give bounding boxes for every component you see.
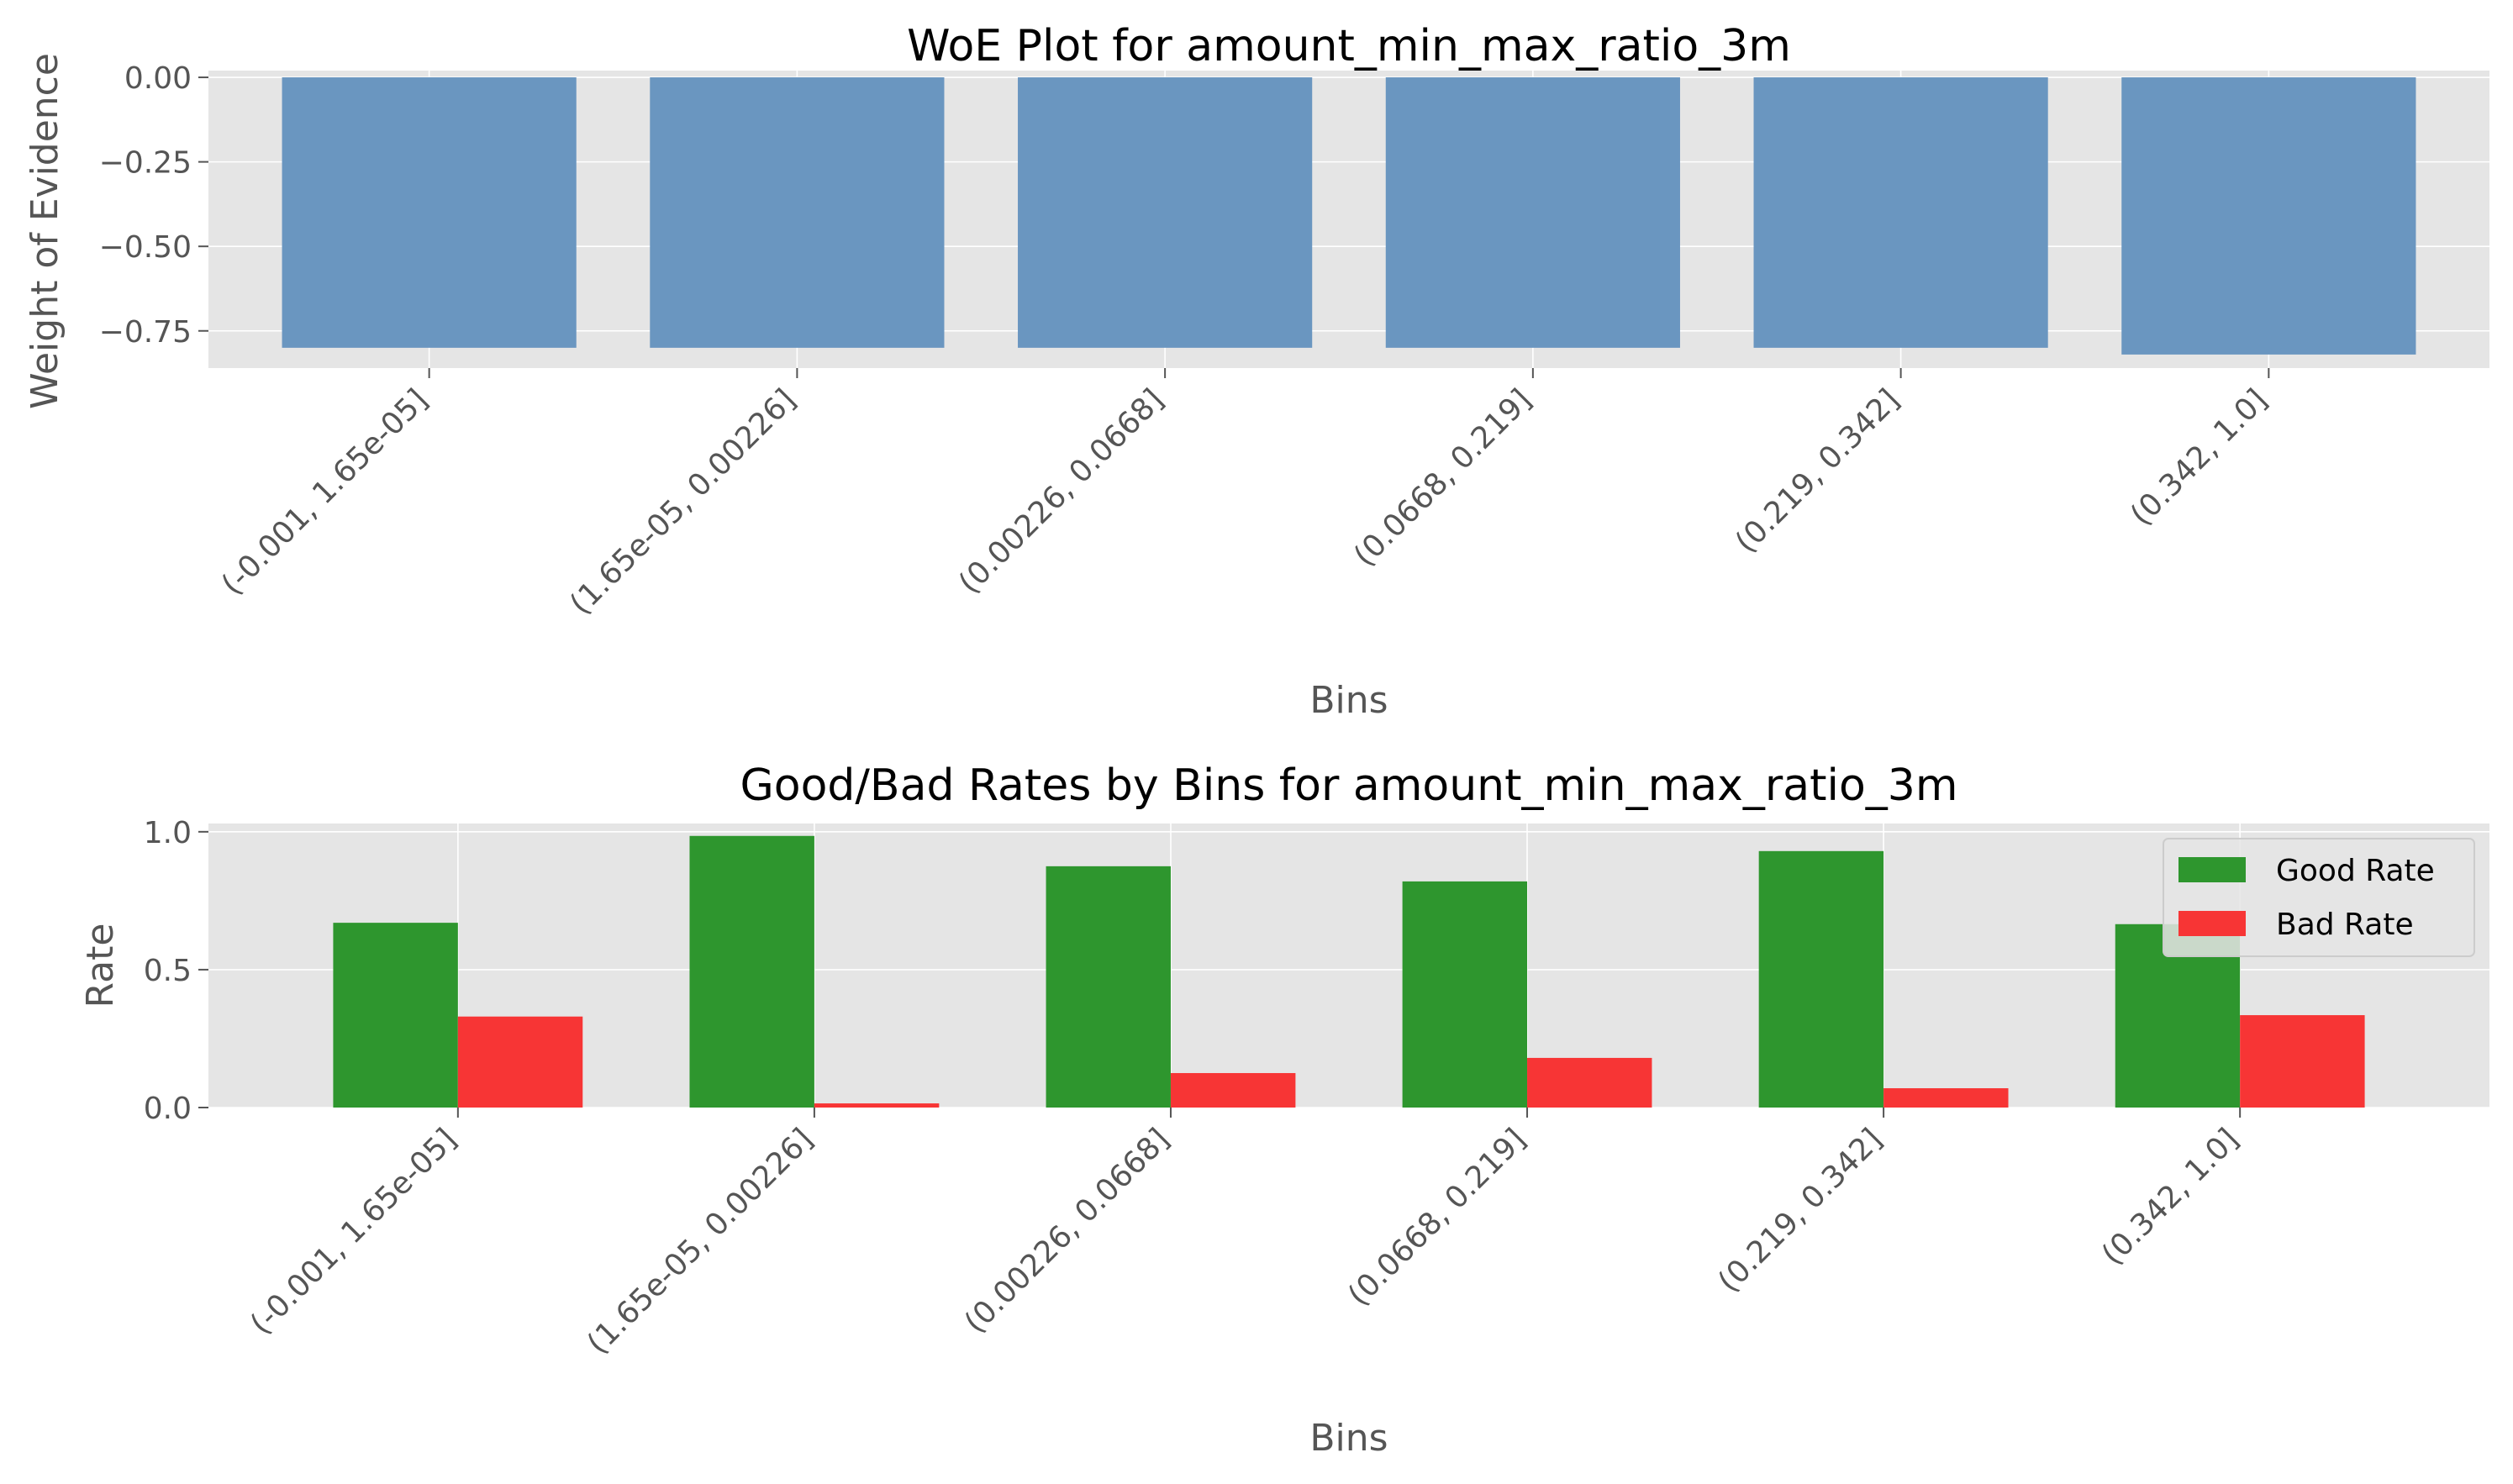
woe-y-ticks: 0.00 −0.25 −0.50 −0.75 [99,61,208,350]
good-rate-bar-0-219-0-342 [1758,850,1884,1108]
woe-plot-area [208,71,2489,368]
woe-x-axis-label: Bins [1309,679,1388,722]
woe-xtick-label: (0.0668, 0.219] [1347,382,1538,573]
woe-ytick-label: −0.50 [99,230,192,265]
woe-y-axis-label: Weight of Evidence [24,53,66,409]
woe-bar-0-0668-0-219 [1385,77,1680,348]
rates-xtick-label: (0.00226, 0.0668] [958,1122,1176,1339]
woe-chart-title: WoE Plot for amount_min_max_ratio_3m [907,21,1791,71]
rates-ytick-label: 0.5 [144,954,192,988]
woe-x-ticks: (-0.001, 1.65e-05] (1.65e-05, 0.00226] (0.… [215,368,2274,622]
rates-y-ticks: 0.0 0.5 1.0 [144,816,208,1126]
rates-plot-area [208,824,2489,1108]
rates-x-ticks: (-0.001, 1.65e-05] (1.65e-05, 0.00226] (0.… [244,1108,2246,1361]
rates-legend: Good Rate Bad Rate [2163,838,2475,957]
woe-ytick-label: −0.25 [99,146,192,181]
bad-rate-bar-0-001-1-65e-05 [457,1016,583,1108]
good-rate-bar-0-001-1-65e-05 [333,923,458,1108]
woe-bars [282,77,2416,355]
woe-xtick-label: (0.00226, 0.0668] [952,382,1170,600]
legend-label-good-rate: Good Rate [2276,854,2435,888]
woe-xtick-label: (-0.001, 1.65e-05] [215,382,435,602]
woe-ytick-label: −0.75 [99,315,192,350]
rates-chart-title: Good/Bad Rates by Bins for amount_min_ma… [740,760,1957,811]
rates-y-axis-label: Rate [79,924,122,1008]
bad-rate-bar-1-65e-05-0-00226 [814,1103,940,1108]
woe-bar-1-65e-05-0-00226 [650,77,945,348]
woe-xtick-label: (1.65e-05, 0.00226] [564,382,803,621]
rates-xtick-label: (-0.001, 1.65e-05] [244,1122,463,1341]
rates-chart: 0.0 0.5 1.0 (-0.001, 1.65e-05] (1.65e-05, 0… [79,760,2489,1460]
woe-bar-0-219-0-342 [1753,77,2048,348]
bad-rate-bar-0-00226-0-0668 [1170,1072,1296,1108]
rates-ytick-label: 0.0 [144,1092,192,1126]
woe-bar-0-001-1-65e-05 [282,77,577,348]
rates-x-axis-label: Bins [1309,1417,1388,1460]
rates-xtick-label: (0.219, 0.342] [1712,1122,1889,1299]
bad-rate-bar-0-219-0-342 [1883,1088,2009,1108]
legend-swatch-bad-rate [2178,911,2246,936]
woe-bar-0-00226-0-0668 [1018,77,1313,348]
good-rate-bar-1-65e-05-0-00226 [689,835,814,1108]
rates-xtick-label: (1.65e-05, 0.00226] [581,1122,819,1360]
legend-label-bad-rate: Bad Rate [2276,908,2414,942]
bad-rate-bar-0-342-1-0 [2240,1015,2365,1108]
good-rate-bar-0-0668-0-219 [1402,881,1528,1108]
woe-chart: 0.00 −0.25 −0.50 −0.75 (-0.001, 1.65e-05] (1… [24,21,2489,722]
rates-ytick-label: 1.0 [144,816,192,850]
woe-ytick-label: 0.00 [124,61,192,96]
legend-swatch-good-rate [2178,857,2246,882]
woe-xtick-label: (0.342, 1.0] [2124,382,2273,532]
rates-xtick-label: (0.342, 1.0] [2095,1122,2245,1271]
bad-rate-bar-0-0668-0-219 [1527,1057,1652,1108]
woe-xtick-label: (0.219, 0.342] [1729,382,1906,560]
woe-bar-0-342-1-0 [2121,77,2416,355]
rates-xtick-label: (0.0668, 0.219] [1341,1122,1532,1313]
good-rate-bar-0-00226-0-0668 [1046,866,1171,1108]
